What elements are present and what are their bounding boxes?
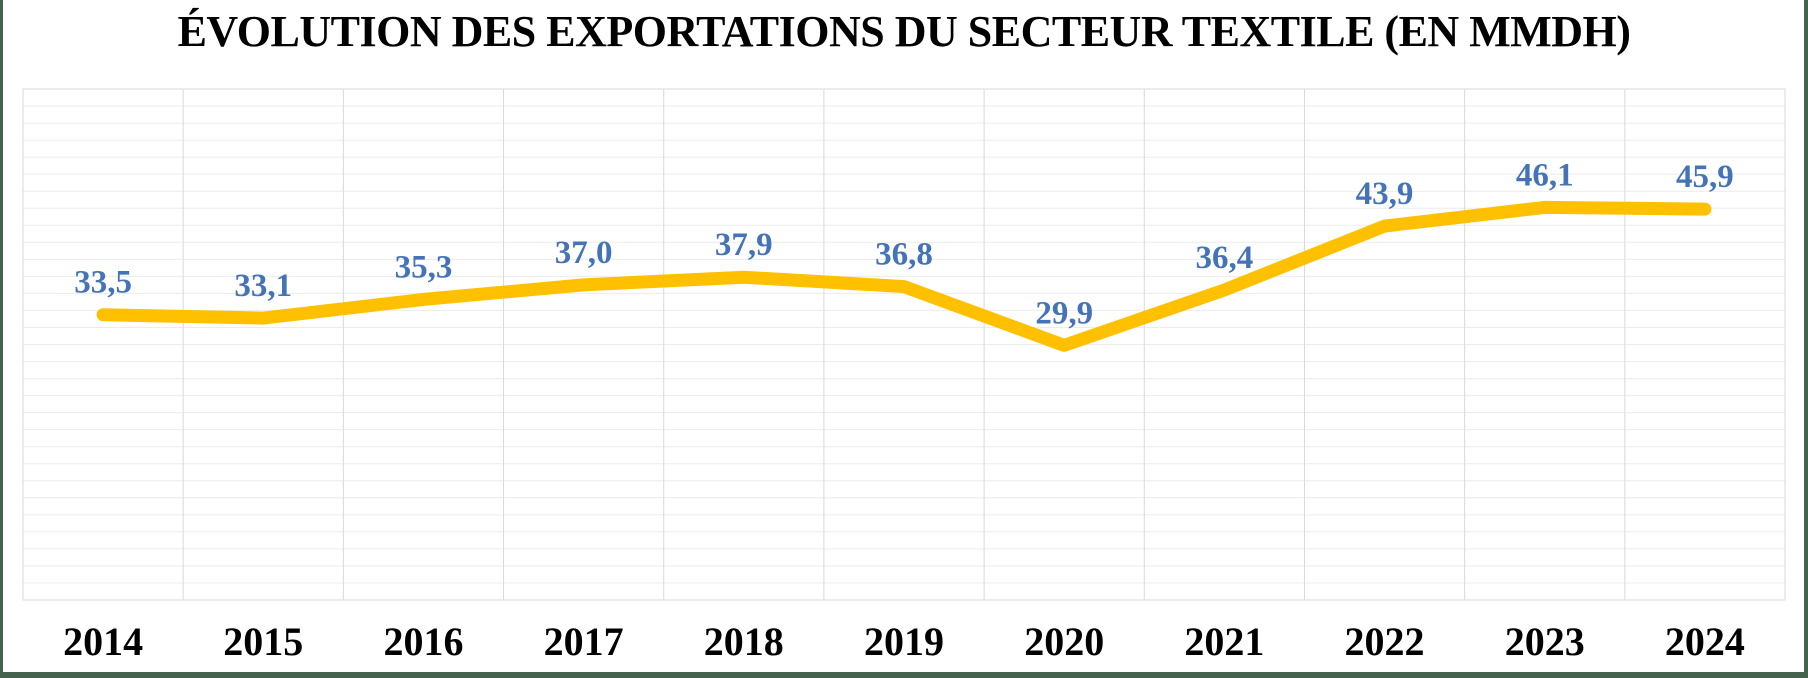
plot-area-border <box>22 88 1786 601</box>
x-axis-label: 2021 <box>1184 619 1264 664</box>
x-axis-label: 2022 <box>1345 619 1425 664</box>
x-axis-label: 2019 <box>864 619 944 664</box>
data-label: 43,9 <box>1356 176 1414 212</box>
data-label: 37,9 <box>715 227 773 263</box>
frame-border-right <box>1804 0 1808 678</box>
data-label: 29,9 <box>1035 295 1093 331</box>
data-label: 45,9 <box>1676 159 1734 195</box>
chart-title: ÉVOLUTION DES EXPORTATIONS DU SECTEUR TE… <box>177 7 1631 56</box>
x-axis-label: 2023 <box>1505 619 1585 664</box>
x-axis-label: 2016 <box>384 619 464 664</box>
data-label: 35,3 <box>395 249 453 285</box>
series-line <box>96 200 1712 352</box>
x-axis-label: 2014 <box>63 619 143 664</box>
frame-border-bottom <box>0 672 1808 678</box>
x-axis-label: 2015 <box>223 619 303 664</box>
frame-border-left <box>0 0 3 678</box>
x-axis-label: 2020 <box>1024 619 1104 664</box>
data-label: 46,1 <box>1516 157 1574 193</box>
data-label: 36,4 <box>1196 240 1254 276</box>
x-axis-label: 2024 <box>1665 619 1745 664</box>
data-label: 37,0 <box>555 235 613 271</box>
data-label: 33,5 <box>74 265 132 301</box>
data-label: 33,1 <box>234 268 292 304</box>
data-label: 36,8 <box>875 237 933 273</box>
x-axis-label: 2017 <box>544 619 624 664</box>
x-axis-label: 2018 <box>704 619 784 664</box>
